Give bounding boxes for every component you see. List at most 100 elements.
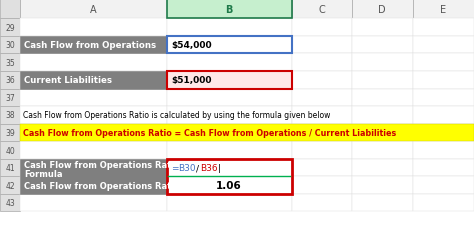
- Bar: [0, 124, 20, 142]
- Bar: [20, 177, 167, 194]
- Text: 39: 39: [5, 128, 15, 137]
- Bar: [167, 124, 292, 142]
- Bar: [413, 72, 474, 89]
- Bar: [20, 89, 167, 107]
- Bar: [167, 54, 292, 72]
- Text: Cash Flow from Operations: Cash Flow from Operations: [24, 41, 156, 50]
- Bar: [20, 72, 167, 89]
- Bar: [20, 124, 167, 142]
- Bar: [167, 0, 292, 19]
- Bar: [352, 124, 413, 142]
- Text: Formula: Formula: [24, 169, 63, 178]
- Bar: [413, 0, 474, 19]
- Text: 40: 40: [5, 146, 15, 155]
- Bar: [352, 142, 413, 159]
- Bar: [20, 37, 167, 54]
- Bar: [167, 72, 292, 89]
- Bar: [352, 107, 413, 124]
- Text: 41: 41: [5, 163, 15, 172]
- Bar: [413, 89, 474, 107]
- Bar: [352, 194, 413, 212]
- Bar: [413, 19, 474, 37]
- Text: $51,000: $51,000: [172, 76, 212, 85]
- Bar: [0, 37, 20, 54]
- Text: 37: 37: [5, 94, 15, 102]
- Bar: [292, 72, 352, 89]
- Bar: [167, 194, 292, 212]
- Bar: [292, 54, 352, 72]
- Bar: [292, 37, 352, 54]
- Bar: [292, 177, 352, 194]
- Bar: [413, 37, 474, 54]
- Bar: [0, 107, 20, 124]
- Bar: [167, 37, 292, 54]
- Text: B: B: [226, 5, 233, 15]
- Text: Current Liabilities: Current Liabilities: [24, 76, 112, 85]
- Text: /: /: [196, 163, 199, 172]
- Bar: [0, 19, 20, 37]
- Bar: [0, 159, 20, 177]
- Bar: [0, 142, 20, 159]
- Text: 36: 36: [5, 76, 15, 85]
- Bar: [292, 124, 352, 142]
- Bar: [20, 194, 167, 212]
- Bar: [352, 0, 413, 19]
- Bar: [413, 177, 474, 194]
- Bar: [167, 159, 292, 177]
- Bar: [352, 72, 413, 89]
- Bar: [20, 159, 167, 194]
- Bar: [292, 159, 352, 177]
- Bar: [292, 0, 352, 19]
- Bar: [352, 159, 413, 177]
- Text: E: E: [440, 5, 447, 15]
- Bar: [20, 19, 167, 37]
- Text: 42: 42: [5, 181, 15, 190]
- Bar: [20, 72, 167, 89]
- Bar: [167, 159, 292, 194]
- Bar: [352, 37, 413, 54]
- Text: 35: 35: [5, 59, 15, 67]
- Text: 1.06: 1.06: [216, 180, 242, 190]
- Bar: [0, 0, 20, 19]
- Text: B30: B30: [178, 163, 196, 172]
- Text: $54,000: $54,000: [172, 41, 212, 50]
- Bar: [413, 107, 474, 124]
- Bar: [0, 54, 20, 72]
- Text: Cash Flow from Operations Ratio: Cash Flow from Operations Ratio: [24, 161, 180, 170]
- Bar: [292, 107, 352, 124]
- Bar: [413, 54, 474, 72]
- Bar: [292, 19, 352, 37]
- Bar: [20, 37, 167, 54]
- Text: 43: 43: [5, 198, 15, 207]
- Bar: [0, 89, 20, 107]
- Text: A: A: [91, 5, 97, 15]
- Bar: [413, 159, 474, 177]
- Bar: [167, 107, 292, 124]
- Bar: [352, 54, 413, 72]
- Bar: [167, 142, 292, 159]
- Bar: [413, 194, 474, 212]
- Bar: [352, 89, 413, 107]
- Bar: [167, 37, 292, 54]
- Text: 30: 30: [5, 41, 15, 50]
- Bar: [20, 0, 167, 19]
- Bar: [167, 72, 292, 89]
- Text: =: =: [171, 163, 178, 172]
- Bar: [20, 124, 474, 142]
- Text: 29: 29: [5, 24, 15, 32]
- Bar: [352, 177, 413, 194]
- Bar: [167, 177, 292, 194]
- Bar: [352, 19, 413, 37]
- Bar: [20, 159, 167, 177]
- Bar: [413, 124, 474, 142]
- Text: Cash Flow from Operations Ratio is calculated by using the formula given below: Cash Flow from Operations Ratio is calcu…: [23, 111, 330, 120]
- Bar: [0, 72, 20, 89]
- Text: Cash Flow from Operations Ratio: Cash Flow from Operations Ratio: [24, 181, 180, 190]
- Bar: [20, 107, 167, 124]
- Text: C: C: [318, 5, 325, 15]
- Bar: [0, 194, 20, 212]
- Text: D: D: [378, 5, 386, 15]
- Bar: [167, 19, 292, 37]
- Bar: [292, 89, 352, 107]
- Text: Cash Flow from Operations Ratio = Cash Flow from Operations / Current Liabilitie: Cash Flow from Operations Ratio = Cash F…: [23, 128, 396, 137]
